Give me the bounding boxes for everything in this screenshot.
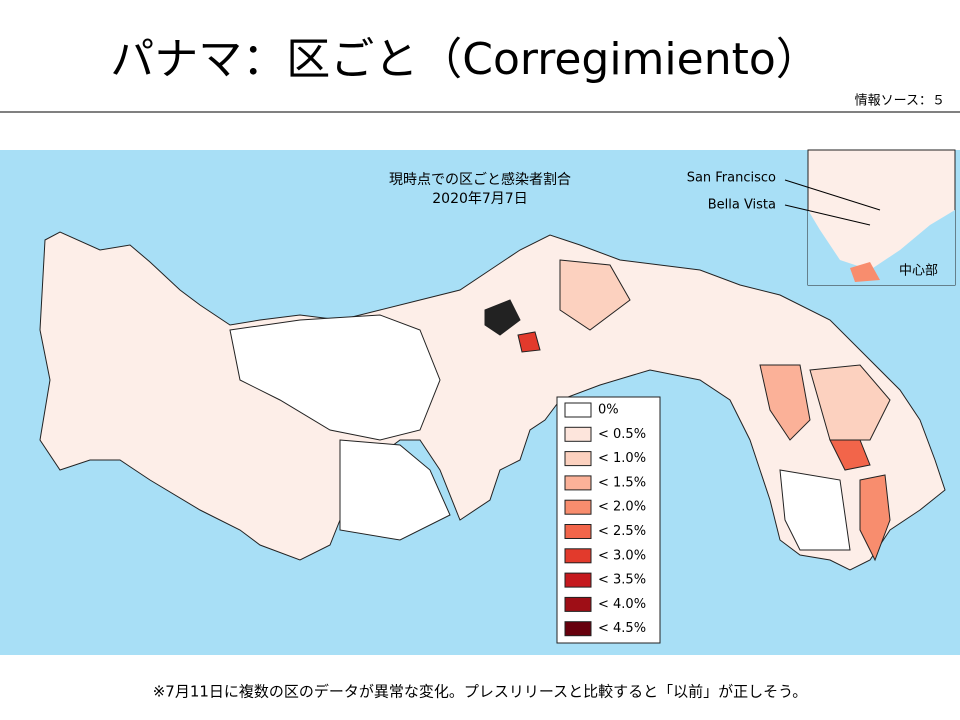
legend-label: < 1.5%	[598, 475, 646, 490]
map-title: 現時点での区ごと感染者割合	[389, 171, 571, 188]
legend-swatch	[564, 524, 592, 539]
legend-label: < 3.5%	[598, 573, 646, 588]
legend-swatch	[564, 475, 592, 491]
legend-swatch	[564, 621, 592, 637]
legend-swatch	[564, 499, 592, 515]
legend-label: < 1.0%	[598, 451, 646, 466]
place-label: San Francisco	[687, 171, 776, 186]
legend-swatch	[564, 596, 592, 612]
legend-label: < 0.5%	[598, 427, 646, 442]
region	[229, 314, 441, 441]
legend-swatch	[564, 548, 592, 564]
slide-title: パナマ：区ごと（Corregimiento）	[110, 34, 820, 85]
region	[517, 331, 541, 353]
place-label: Bella Vista	[708, 198, 776, 213]
land	[39, 231, 946, 571]
legend-label: < 2.5%	[598, 524, 646, 539]
footnote: ※7月11日に複数の区のデータが異常な変化。プレスリリースと比較すると「以前」が…	[153, 683, 808, 701]
region	[829, 439, 871, 471]
inset-label: 中心部	[899, 264, 938, 279]
leader-line	[784, 204, 871, 226]
legend-swatch	[564, 426, 592, 442]
legend-label: < 4.5%	[598, 621, 646, 636]
legend-label: < 3.0%	[598, 548, 646, 563]
region	[859, 474, 891, 562]
legend-swatch	[564, 572, 592, 588]
region	[559, 259, 631, 331]
region	[809, 364, 891, 441]
country	[39, 231, 946, 571]
region	[339, 439, 451, 541]
region	[484, 299, 521, 336]
legend-label: < 2.0%	[598, 500, 646, 515]
source: 情報ソース：５	[855, 94, 945, 109]
legend-swatch	[564, 451, 592, 467]
legend-items: 0% < 0.5% < 1.0% < 1.5% < 2.0% < 2.5% < 3.0% < …	[564, 402, 646, 637]
region	[759, 364, 811, 441]
legend-label: 0%	[598, 403, 619, 418]
legend-swatch	[564, 402, 592, 418]
legend-label: < 4.0%	[598, 597, 646, 612]
map-date: 2020年7月7日	[432, 191, 527, 207]
region	[779, 469, 851, 551]
leader-line	[784, 179, 881, 211]
inset-sea	[808, 210, 955, 285]
inset-region	[850, 262, 880, 282]
